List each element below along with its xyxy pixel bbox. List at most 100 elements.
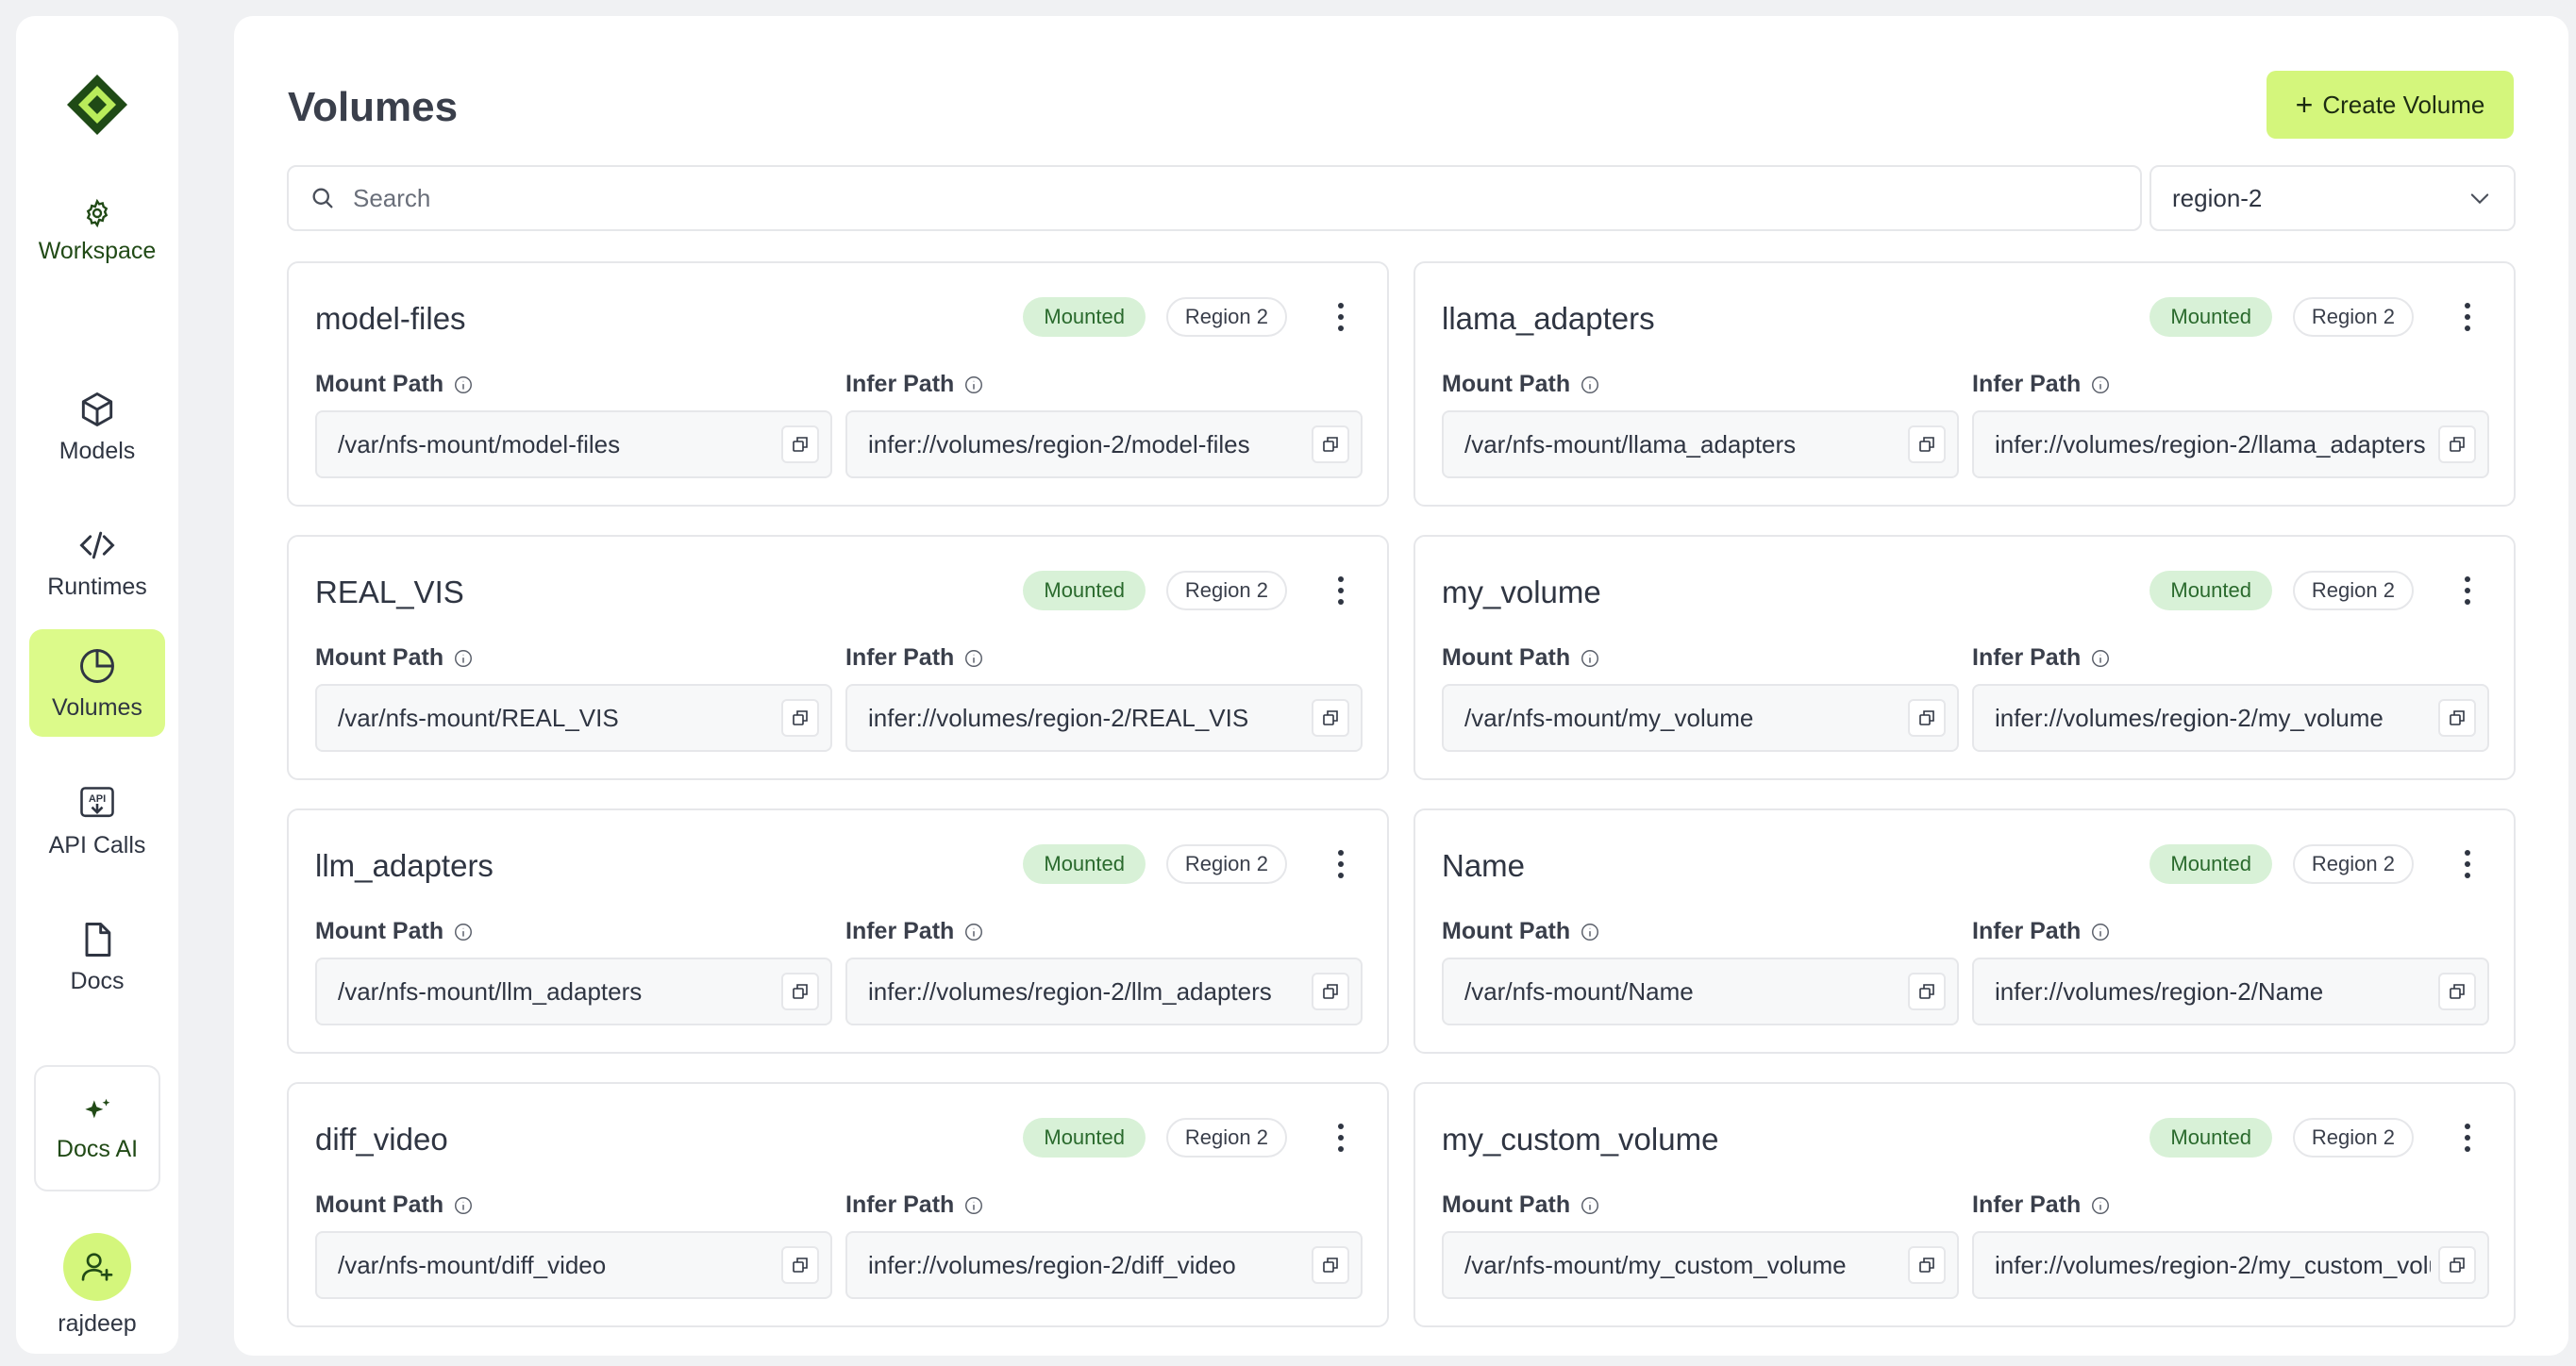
logo-icon[interactable]: [63, 71, 131, 139]
workspace-selector[interactable]: Workspace: [29, 184, 165, 278]
info-icon[interactable]: [963, 1195, 984, 1216]
mount-path-value: /var/nfs-mount/my_custom_volume: [1464, 1250, 1847, 1279]
sidebar-item-label: Docs: [70, 967, 125, 994]
copy-infer-path-button[interactable]: [2438, 699, 2476, 737]
copy-infer-path-button[interactable]: [2438, 1246, 2476, 1284]
info-icon[interactable]: [2090, 1195, 2111, 1216]
copy-mount-path-button[interactable]: [1908, 1246, 1946, 1284]
sidebar-item-docs[interactable]: Docs: [29, 903, 165, 1010]
region-badge: Region 2: [1165, 1118, 1287, 1158]
info-icon[interactable]: [1580, 1195, 1600, 1216]
volume-card[interactable]: llama_adapters Mounted Region 2 Mount Pa…: [1413, 261, 2516, 507]
info-icon[interactable]: [963, 648, 984, 669]
mount-path-field[interactable]: /var/nfs-mount/my_volume: [1442, 684, 1959, 752]
volume-card[interactable]: REAL_VIS Mounted Region 2 Mount Path Inf…: [287, 535, 1389, 780]
info-icon[interactable]: [1580, 648, 1600, 669]
copy-mount-path-button[interactable]: [1908, 973, 1946, 1010]
info-icon[interactable]: [2090, 375, 2111, 395]
mount-path-value: /var/nfs-mount/llm_adapters: [338, 976, 643, 1006]
more-options-icon[interactable]: [1336, 1124, 1346, 1152]
infer-path-field[interactable]: infer://volumes/region-2/model-files: [845, 410, 1363, 478]
avatar[interactable]: [63, 1233, 131, 1301]
create-volume-label: Create Volume: [2322, 90, 2485, 119]
region-select[interactable]: region-2: [2149, 165, 2516, 231]
infer-path-label-text: Infer Path: [845, 918, 955, 944]
mount-path-label-text: Mount Path: [1442, 918, 1571, 944]
copy-icon: [1919, 437, 1934, 452]
infer-path-field[interactable]: infer://volumes/region-2/llm_adapters: [845, 958, 1363, 1025]
copy-infer-path-button[interactable]: [2438, 973, 2476, 1010]
infer-path-field[interactable]: infer://volumes/region-2/REAL_VIS: [845, 684, 1363, 752]
info-icon[interactable]: [963, 375, 984, 395]
sidebar-item-volumes[interactable]: Volumes: [29, 629, 165, 737]
copy-infer-path-button[interactable]: [1312, 973, 1349, 1010]
copy-mount-path-button[interactable]: [781, 1246, 819, 1284]
copy-mount-path-button[interactable]: [781, 425, 819, 463]
more-options-icon[interactable]: [1336, 303, 1346, 331]
mount-path-field[interactable]: /var/nfs-mount/my_custom_volume: [1442, 1231, 1959, 1299]
copy-mount-path-button[interactable]: [1908, 699, 1946, 737]
info-icon[interactable]: [2090, 922, 2111, 942]
mount-path-label-text: Mount Path: [315, 1191, 444, 1218]
volume-card[interactable]: model-files Mounted Region 2 Mount Path …: [287, 261, 1389, 507]
region-badge: Region 2: [1165, 571, 1287, 610]
copy-infer-path-button[interactable]: [1312, 425, 1349, 463]
volume-card[interactable]: my_volume Mounted Region 2 Mount Path In…: [1413, 535, 2516, 780]
info-icon[interactable]: [1580, 375, 1600, 395]
infer-path-field[interactable]: infer://volumes/region-2/my_custom_volum…: [1972, 1231, 2489, 1299]
copy-mount-path-button[interactable]: [781, 973, 819, 1010]
infer-path-field[interactable]: infer://volumes/region-2/my_volume: [1972, 684, 2489, 752]
info-icon[interactable]: [453, 375, 474, 395]
create-volume-button[interactable]: + Create Volume: [2267, 71, 2514, 139]
volume-name: REAL_VIS: [315, 575, 464, 609]
volume-card[interactable]: diff_video Mounted Region 2 Mount Path I…: [287, 1082, 1389, 1327]
mount-path-label: Mount Path: [1442, 644, 1600, 672]
mount-path-field[interactable]: /var/nfs-mount/diff_video: [315, 1231, 832, 1299]
infer-path-field[interactable]: infer://volumes/region-2/llama_adapters: [1972, 410, 2489, 478]
more-options-icon[interactable]: [2463, 1124, 2472, 1152]
mount-path-field[interactable]: /var/nfs-mount/REAL_VIS: [315, 684, 832, 752]
user-add-icon: [81, 1253, 113, 1281]
more-options-icon[interactable]: [2463, 576, 2472, 605]
infer-path-field[interactable]: infer://volumes/region-2/diff_video: [845, 1231, 1363, 1299]
docs-ai-button[interactable]: Docs AI: [34, 1065, 160, 1191]
volume-card[interactable]: llm_adapters Mounted Region 2 Mount Path…: [287, 808, 1389, 1054]
info-icon[interactable]: [963, 922, 984, 942]
search-input[interactable]: [353, 183, 2051, 213]
info-icon[interactable]: [1580, 922, 1600, 942]
info-icon[interactable]: [453, 922, 474, 942]
copy-mount-path-button[interactable]: [1908, 425, 1946, 463]
more-options-icon[interactable]: [1336, 576, 1346, 605]
copy-icon: [1919, 1258, 1934, 1273]
info-icon[interactable]: [453, 1195, 474, 1216]
mount-path-field[interactable]: /var/nfs-mount/Name: [1442, 958, 1959, 1025]
info-icon[interactable]: [453, 648, 474, 669]
mount-path-label: Mount Path: [1442, 918, 1600, 945]
user-profile[interactable]: rajdeep: [16, 1233, 178, 1338]
copy-mount-path-button[interactable]: [781, 699, 819, 737]
infer-path-label: Infer Path: [845, 371, 984, 398]
volume-card[interactable]: my_custom_volume Mounted Region 2 Mount …: [1413, 1082, 2516, 1327]
region-badge: Region 2: [2292, 1118, 2414, 1158]
sidebar-item-models[interactable]: Models: [29, 373, 165, 480]
infer-path-label-text: Infer Path: [1972, 1191, 2082, 1218]
infer-path-field[interactable]: infer://volumes/region-2/Name: [1972, 958, 2489, 1025]
sidebar-item-runtimes[interactable]: Runtimes: [29, 508, 165, 616]
mount-path-label-text: Mount Path: [1442, 1191, 1571, 1218]
more-options-icon[interactable]: [2463, 850, 2472, 878]
mount-path-field[interactable]: /var/nfs-mount/llm_adapters: [315, 958, 832, 1025]
copy-infer-path-button[interactable]: [1312, 699, 1349, 737]
mount-path-field[interactable]: /var/nfs-mount/model-files: [315, 410, 832, 478]
copy-infer-path-button[interactable]: [1312, 1246, 1349, 1284]
mount-path-value: /var/nfs-mount/Name: [1464, 976, 1694, 1006]
more-options-icon[interactable]: [1336, 850, 1346, 878]
sidebar-item-api-calls[interactable]: API API Calls: [29, 767, 165, 875]
copy-infer-path-button[interactable]: [2438, 425, 2476, 463]
info-icon[interactable]: [2090, 648, 2111, 669]
copy-icon: [1323, 710, 1338, 725]
more-options-icon[interactable]: [2463, 303, 2472, 331]
mount-path-label: Mount Path: [315, 1191, 474, 1219]
search-bar[interactable]: [287, 165, 2142, 231]
volume-card[interactable]: Name Mounted Region 2 Mount Path Infer P…: [1413, 808, 2516, 1054]
mount-path-field[interactable]: /var/nfs-mount/llama_adapters: [1442, 410, 1959, 478]
